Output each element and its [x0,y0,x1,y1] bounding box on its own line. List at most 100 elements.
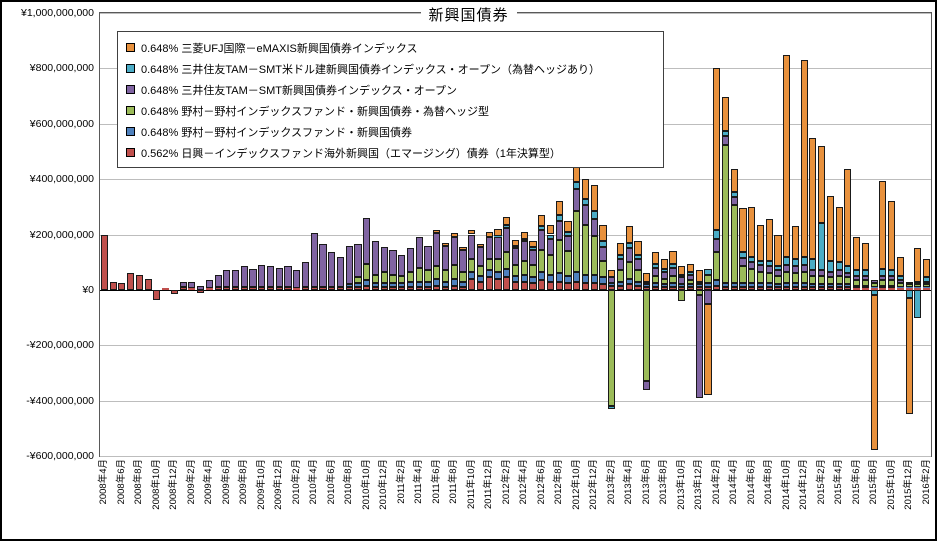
bar-segment [643,281,651,285]
bar-segment [590,210,598,220]
bar-segment [616,255,625,260]
bar-segment [774,270,782,277]
bar-segment [188,288,196,290]
bar-segment [616,259,625,271]
bar-segment [783,271,791,283]
bar-segment [844,169,852,267]
bar-segment [651,276,660,283]
bar-segment [380,271,388,283]
bar-segment [861,242,869,271]
bar-segment [643,273,651,282]
legend-item-0: 0.648% 三菱UFJ国際－eMAXIS新興国債券インデックス [126,37,655,58]
x-axis-label: 2016年2月 [920,459,932,505]
bar-segment [826,287,834,290]
bar-segment [669,276,677,283]
bar-segment [494,228,502,236]
bar-segment [791,266,799,274]
bar-segment [669,263,677,268]
bar-segment [774,266,782,271]
bar-segment [923,281,931,285]
x-axis-label: 2013年12月 [693,459,705,510]
bar-segment [791,282,799,288]
bar-segment [398,282,406,288]
bar-segment [791,226,799,260]
bar-segment [179,281,187,288]
bar-segment [695,289,703,296]
bar-segment [870,280,878,283]
bar-segment [914,281,922,285]
bar-segment [835,284,843,288]
bar-segment [888,280,896,286]
x-axis-label: 2011年8月 [448,459,460,504]
x-axis-label: 2013年4月 [623,459,635,505]
bar-segment [616,281,625,286]
bar-segment [896,287,904,289]
bar-segment [599,246,607,261]
bar-segment [713,230,721,239]
bar-segment [328,287,336,290]
bar-segment [529,241,537,247]
bar-segment [581,274,590,283]
bar-segment [441,281,450,288]
bar-segment [695,270,703,282]
bar-segment [765,266,773,274]
bar-segment [363,285,371,290]
bar-segment [730,197,738,206]
bar-segment [748,287,756,290]
bar-segment [713,238,721,253]
bar-segment [818,287,826,290]
y-axis-label: ¥400,000,000 [29,173,94,186]
bar-segment [835,287,843,290]
bar-segment [468,278,476,290]
bar-segment [678,274,686,278]
bar-segment [266,266,275,288]
bar-segment [748,206,756,257]
chart-title: 新興国債券 [420,4,517,25]
x-axis-label: 2008年8月 [133,459,145,505]
bar-segment [756,260,764,265]
bar-segment [879,285,887,289]
gridline [100,179,931,181]
x-axis-label: 2013年10月 [675,459,687,510]
legend-item-1: 0.648% 三井住友TAM－SMT米ドル建新興国債券インデックス・オープン（為… [126,58,655,79]
bar-segment [704,269,712,275]
legend-item-3: 0.648% 野村－野村インデックスファンド・新興国債券・為替ヘッジ型 [126,100,655,121]
bar-segment [406,281,415,288]
bar-segment [529,249,537,265]
bar-segment [853,237,861,271]
bar-segment [520,238,528,242]
bar-segment [748,256,756,263]
bar-segment [896,276,904,281]
bar-segment [520,281,528,290]
bar-segment [354,287,362,290]
x-axis-label: 2009年6月 [220,459,232,505]
bar-segment [503,216,511,225]
bar-segment [424,287,432,290]
y-axis-label: ¥600,000,000 [29,117,94,130]
bar-segment [433,266,441,279]
x-axis-label: 2013年2月 [605,459,617,505]
x-axis-label: 2014年10月 [780,459,792,510]
bar-segment [669,282,677,288]
y-axis-label: ¥800,000,000 [29,62,94,75]
bar-segment [441,270,450,282]
x-axis-label: 2011年6月 [430,459,442,504]
legend-item-2: 0.648% 三井住友TAM－SMT新興国債券インデックス・オープン [126,79,655,100]
bar-segment [511,240,520,246]
legend-swatch [126,85,135,94]
bar-segment [791,273,799,283]
x-axis-label: 2014年8月 [763,459,775,505]
bar-segment [765,273,773,283]
bar-segment [389,249,397,275]
bar-segment [511,264,520,277]
bar-segment [275,287,283,290]
x-axis-label: 2015年2月 [815,459,827,505]
bar-segment [529,277,537,283]
bar-segment [704,289,712,304]
bar-segment [398,287,406,290]
bar-segment [739,208,747,253]
bar-segment [223,287,231,290]
x-axis-label: 2008年10月 [150,459,162,510]
bar-segment [538,271,546,281]
